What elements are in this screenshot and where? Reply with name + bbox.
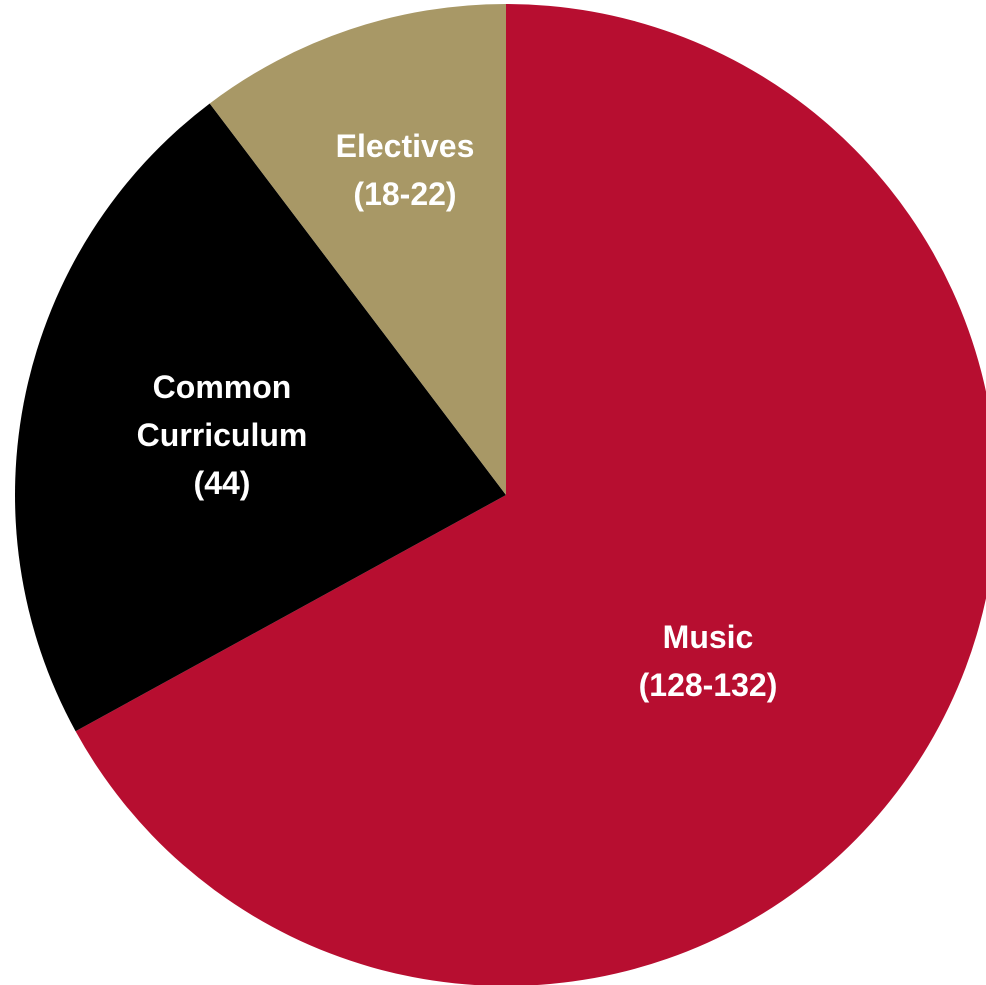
pie-slice-music bbox=[75, 4, 986, 985]
slice-label-common-curriculum: Common Curriculum (44) bbox=[137, 369, 308, 501]
pie-slice-common-curriculum bbox=[15, 103, 506, 732]
slice-label-line: (18-22) bbox=[353, 176, 456, 212]
slice-label-line: (128-132) bbox=[639, 667, 778, 703]
slice-label-electives: Electives (18-22) bbox=[336, 128, 475, 212]
slice-label-line: Curriculum bbox=[137, 417, 308, 453]
slice-label-line: Electives bbox=[336, 128, 475, 164]
pie-labels: Music (128-132) Common Curriculum (44) Electi… bbox=[137, 128, 778, 703]
pie-slice-electives bbox=[209, 4, 507, 495]
slice-label-line: Music bbox=[663, 619, 754, 655]
slice-label-line: (44) bbox=[194, 465, 251, 501]
pie-slices bbox=[15, 4, 986, 985]
slice-label-music: Music (128-132) bbox=[639, 619, 778, 703]
slice-label-line: Common bbox=[153, 369, 292, 405]
